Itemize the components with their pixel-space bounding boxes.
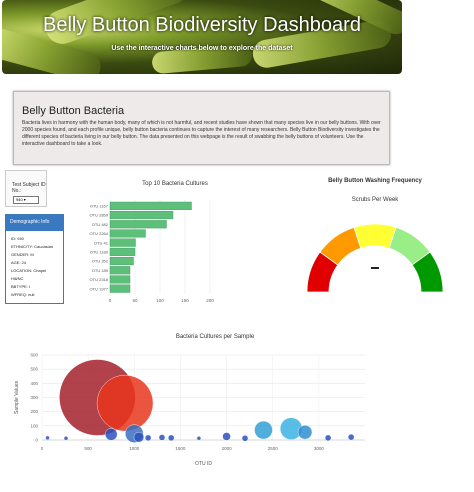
bar[interactable] (109, 275, 131, 284)
intro-text: Bacteria lives in harmony with the human… (22, 120, 381, 147)
bubble-point[interactable] (324, 434, 332, 442)
bubble-point[interactable] (254, 420, 273, 440)
bar-label: OTU 1167 (90, 204, 109, 209)
bar[interactable] (109, 211, 174, 220)
bubble-point[interactable] (241, 435, 249, 442)
bubble-point[interactable] (347, 433, 355, 441)
bubble-point[interactable] (297, 425, 313, 440)
subject-id-dropdown[interactable]: 940 ▾ (13, 196, 39, 204)
bubble-x-tick: 0 (41, 446, 44, 451)
bubble-point[interactable] (45, 435, 50, 441)
page-title: Belly Button Biodiversity Dashboard (43, 14, 361, 36)
bubble-point[interactable] (196, 436, 202, 441)
bar-label: OTU 2859 (90, 213, 109, 218)
subject-selector-panel: Test Subject ID No.: 940 ▾ (5, 170, 47, 207)
bar[interactable] (109, 284, 131, 293)
bubble-y-label: Sample Values (14, 380, 20, 414)
subject-id-value: 940 (16, 197, 23, 202)
bubble-y-tick: 200 (30, 409, 38, 414)
bubble-x-tick: 500 (84, 446, 92, 451)
bar-chart-title: Top 10 Bacteria Cultures (142, 181, 208, 187)
demographic-title: Demographic Info (6, 215, 63, 231)
bar-label: OTU 2318 (90, 277, 109, 282)
bar[interactable] (109, 266, 131, 275)
header-banner: Belly Button Biodiversity Dashboard Use … (2, 0, 402, 74)
demographic-list: ID: 940 ETHNICITY: Caucasian GENDER: M AGE:… (6, 231, 63, 303)
bar-x-tick: 100 (156, 298, 164, 303)
demographic-row: GENDER: M (11, 252, 34, 257)
bubble-y-tick: 500 (30, 367, 38, 372)
bubble-y-tick: 400 (30, 381, 38, 386)
bubble-point[interactable] (63, 436, 69, 441)
bar-label: OTU 1977 (90, 286, 109, 291)
demographic-row: WFREQ: null (11, 292, 35, 297)
bubble-x-tick: 1000 (129, 446, 140, 451)
bubble-x-tick: 2000 (222, 446, 233, 451)
intro-heading: Belly Button Bacteria (22, 105, 125, 117)
bar[interactable] (109, 220, 167, 229)
demographic-row: LOCATION: Chapel Hill/NC (11, 268, 47, 281)
gauge-section (411, 251, 444, 293)
bubble-point[interactable] (105, 428, 118, 441)
bubble-point[interactable] (158, 434, 166, 441)
bubble-point[interactable] (133, 431, 145, 443)
bar-x-tick: 150 (181, 298, 189, 303)
bar[interactable] (109, 201, 192, 210)
bar-label: OTU 1189 (90, 250, 109, 255)
bar-label: OTU 189 (92, 268, 109, 273)
demographic-row: BBTYPE: I (11, 284, 31, 289)
gauge-section (353, 223, 397, 249)
bubble-x-tick: 3000 (314, 446, 325, 451)
bubble-chart: 0 100 200 300 400 500 600 0 500 1000 1500 2000 2500 3… (14, 353, 365, 467)
bubble-y-tick: 100 (30, 423, 38, 428)
bubble-y-tick: 300 (30, 395, 38, 400)
bubble-y-tick: 0 (35, 438, 38, 443)
bar-label: OTU 482 (92, 222, 109, 227)
bar-label: OTU 41 (94, 240, 109, 245)
bar-x-tick: 200 (206, 298, 214, 303)
gauge-chart (306, 223, 444, 293)
page-subtitle: Use the interactive charts below to expl… (111, 45, 293, 52)
bar-chart: 0 50 100 150 200 OTU 1167 OTU 2859 OTU 482 OTU 2… (90, 200, 214, 303)
demographic-row: AGE: 24 (11, 260, 27, 265)
bar[interactable] (109, 238, 136, 247)
bubble-x-label: OTU ID (195, 461, 212, 467)
bubble-point[interactable] (96, 374, 154, 432)
bar-x-tick: 0 (109, 298, 112, 303)
bubble-x-tick: 1500 (175, 446, 186, 451)
bubble-x-tick: 2500 (268, 446, 279, 451)
bar-x-tick: 50 (132, 298, 138, 303)
gauge-subtitle: Scrubs Per Week (351, 197, 399, 203)
bubble-point[interactable] (167, 434, 175, 442)
gauge-needle (371, 267, 379, 269)
subject-selector-label: Test Subject ID No.: (12, 182, 46, 194)
demographic-row: ETHNICITY: Caucasian (11, 244, 54, 249)
gauge-title: Belly Button Washing Frequency (328, 178, 422, 184)
bar-label: OTU 2264 (90, 231, 109, 236)
bubble-point[interactable] (144, 434, 152, 442)
bubble-chart-title: Bacteria Cultures per Sample (175, 334, 255, 340)
bar-label: OTU 352 (92, 259, 109, 264)
demographic-row: ID: 940 (11, 236, 24, 241)
bubble-point[interactable] (222, 432, 231, 441)
bar[interactable] (109, 229, 146, 238)
bubble-y-tick: 600 (30, 353, 38, 358)
bar[interactable] (109, 247, 136, 256)
demographic-panel: Demographic Info ID: 940 ETHNICITY: Cauca… (5, 214, 64, 304)
intro-panel: Belly Button Bacteria Bacteria lives in … (13, 91, 390, 165)
bar[interactable] (109, 256, 134, 266)
